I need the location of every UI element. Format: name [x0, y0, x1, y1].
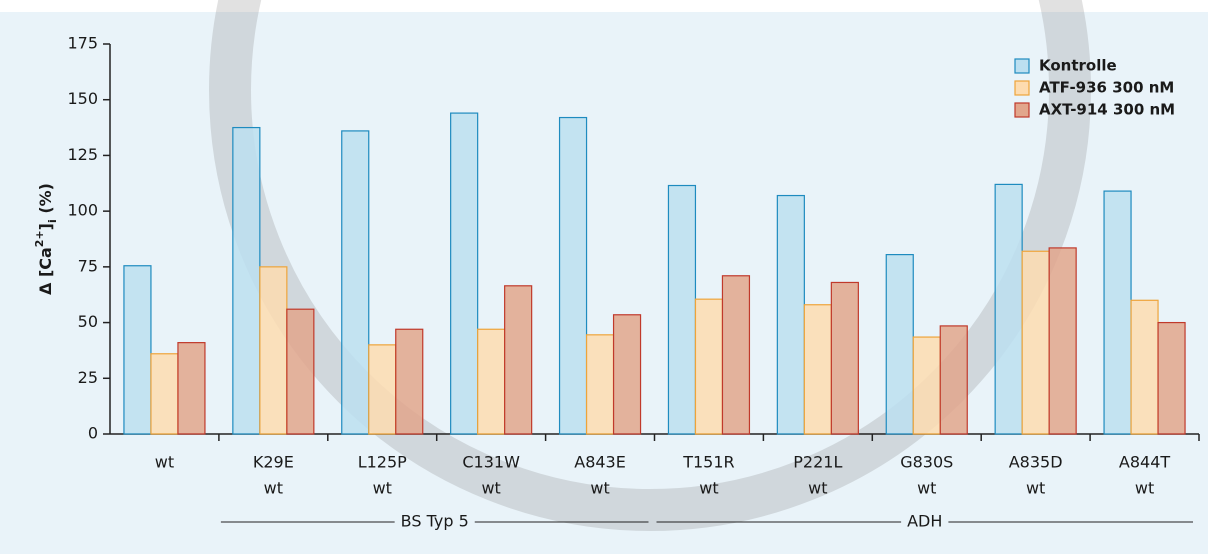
y-tick-label: 100: [67, 201, 98, 220]
bar: [151, 354, 178, 434]
y-axis-title-part: ]: [36, 223, 55, 230]
y-tick-label: 150: [67, 89, 98, 108]
x-tick-label: P221L: [793, 453, 842, 472]
legend-label: Kontrolle: [1039, 57, 1117, 75]
bar: [260, 267, 287, 434]
bar: [505, 286, 532, 434]
x-tick-label: A835D: [1009, 453, 1063, 472]
y-axis-title-part: Δ [Ca: [36, 247, 55, 295]
bar: [695, 299, 722, 434]
bar: [560, 118, 587, 434]
legend-label: AXT-914 300 nM: [1039, 101, 1175, 119]
x-tick-label: A843E: [574, 453, 626, 472]
bar: [369, 345, 396, 434]
bar: [396, 329, 423, 434]
legend-swatch: [1015, 103, 1029, 117]
bar: [913, 337, 940, 434]
bar: [995, 184, 1022, 434]
bar: [451, 113, 478, 434]
x-tick-label: wt: [590, 479, 609, 498]
x-tick-label: wt: [481, 479, 500, 498]
chart: 0255075100125150175Δ [Ca2+]i (%)wtK29Ewt…: [0, 0, 1208, 554]
legend-swatch: [1015, 81, 1029, 95]
bar: [777, 196, 804, 434]
x-tick-label: K29E: [253, 453, 294, 472]
x-tick-label: A844T: [1119, 453, 1170, 472]
x-tick-label: wt: [1026, 479, 1045, 498]
bar: [1022, 251, 1049, 434]
y-tick-label: 0: [88, 424, 98, 443]
y-axis-title-part: 2+: [33, 230, 46, 247]
x-tick-label: wt: [373, 479, 392, 498]
legend-swatch: [1015, 59, 1029, 73]
bar: [124, 266, 151, 434]
x-tick-label: wt: [1135, 479, 1154, 498]
bar: [478, 329, 505, 434]
y-tick-label: 125: [67, 145, 98, 164]
bar: [614, 315, 641, 434]
bar: [1049, 248, 1076, 434]
group-label: BS Typ 5: [401, 512, 469, 531]
x-tick-label: wt: [264, 479, 283, 498]
y-tick-label: 25: [78, 368, 98, 387]
bar: [722, 276, 749, 434]
bar: [668, 186, 695, 434]
bar: [831, 282, 858, 434]
x-tick-label: wt: [808, 479, 827, 498]
bar: [804, 305, 831, 434]
bar: [1158, 323, 1185, 434]
bar: [233, 128, 260, 434]
x-tick-label: wt: [699, 479, 718, 498]
bar: [287, 309, 314, 434]
x-tick-label: wt: [155, 453, 174, 472]
y-tick-label: 175: [67, 34, 98, 53]
bar: [1131, 300, 1158, 434]
group-label: ADH: [907, 512, 942, 531]
bar: [587, 335, 614, 434]
x-tick-label: T151R: [682, 453, 734, 472]
y-tick-label: 75: [78, 256, 98, 275]
bar: [1104, 191, 1131, 434]
y-axis-title-part: (%): [36, 183, 55, 219]
bar: [886, 255, 913, 434]
bar: [178, 343, 205, 434]
bar: [342, 131, 369, 434]
x-tick-label: C131W: [462, 453, 520, 472]
x-tick-label: L125P: [358, 453, 407, 472]
y-tick-label: 50: [78, 312, 98, 331]
bar: [940, 326, 967, 434]
x-tick-label: G830S: [900, 453, 953, 472]
x-tick-label: wt: [917, 479, 936, 498]
legend-label: ATF-936 300 nM: [1039, 79, 1174, 97]
